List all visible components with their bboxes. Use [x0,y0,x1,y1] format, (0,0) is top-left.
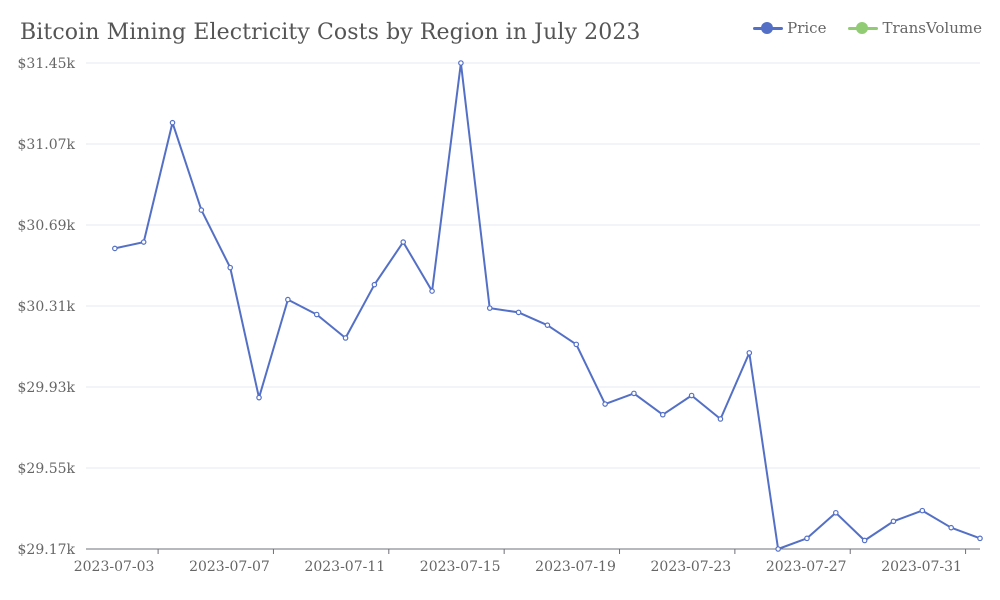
x-tick-label: 2023-07-23 [651,559,732,575]
data-point [285,296,291,303]
data-point [919,507,926,514]
data-point [371,281,378,288]
legend-label-transvolume: TransVolume [882,19,982,37]
y-tick-label: $30.31k [18,299,76,315]
y-tick-label: $31.07k [18,137,76,153]
x-axis [86,548,980,554]
data-point [256,394,262,401]
x-tick-label: 2023-07-27 [766,559,847,575]
data-point [804,535,810,542]
x-tick-label: 2023-07-15 [420,559,501,575]
data-point [198,207,205,213]
legend-item-transvolume[interactable]: TransVolume [848,19,982,37]
x-tick-label: 2023-07-03 [74,559,155,575]
data-point [140,239,147,245]
y-tick-label: $29.55k [18,461,76,477]
y-tick-label: $31.45k [18,56,76,72]
legend-label-price: Price [787,19,827,37]
legend-swatch-price [753,22,784,34]
data-point [775,546,781,552]
data-point [458,60,464,66]
data-point [977,535,983,542]
data-point [169,119,176,126]
x-tick-label: 2023-07-19 [535,559,616,575]
data-point [313,311,320,318]
y-tick-label: $29.17k [18,542,76,558]
x-tick-label: 2023-07-11 [304,559,385,575]
data-point [746,350,753,356]
data-point [602,401,608,407]
y-tick-label: $29.93k [18,380,76,396]
legend-swatch-transvolume [848,22,879,34]
data-point [400,239,407,245]
data-point [717,416,724,422]
data-point [429,288,435,294]
y-tick-label: $30.69k [18,218,76,234]
data-point [861,537,868,544]
data-point [515,309,522,316]
data-point [833,509,839,516]
series-price [112,60,983,552]
data-point [486,305,493,311]
x-tick-label: 2023-07-07 [189,559,270,575]
chart-title: Bitcoin Mining Electricity Costs by Regi… [20,20,641,45]
x-tick-label: 2023-07-31 [881,559,962,575]
data-point [631,390,637,397]
data-point [659,411,666,418]
grid-lines [86,62,980,469]
data-point [112,245,118,252]
legend: Price TransVolume [753,19,982,37]
data-point [688,392,695,399]
data-point [342,335,349,341]
legend-item-price[interactable]: Price [753,19,826,37]
data-point [544,322,551,328]
data-point [948,524,954,531]
data-point [890,518,897,525]
data-point [573,341,580,348]
data-point [227,264,233,271]
x-axis-labels: 2023-07-03 2023-07-07 2023-07-11 2023-07-15… [74,559,962,575]
y-axis-labels: $29.17k $29.55k $29.93k $30.31k $30.69k $31.0… [18,56,76,558]
